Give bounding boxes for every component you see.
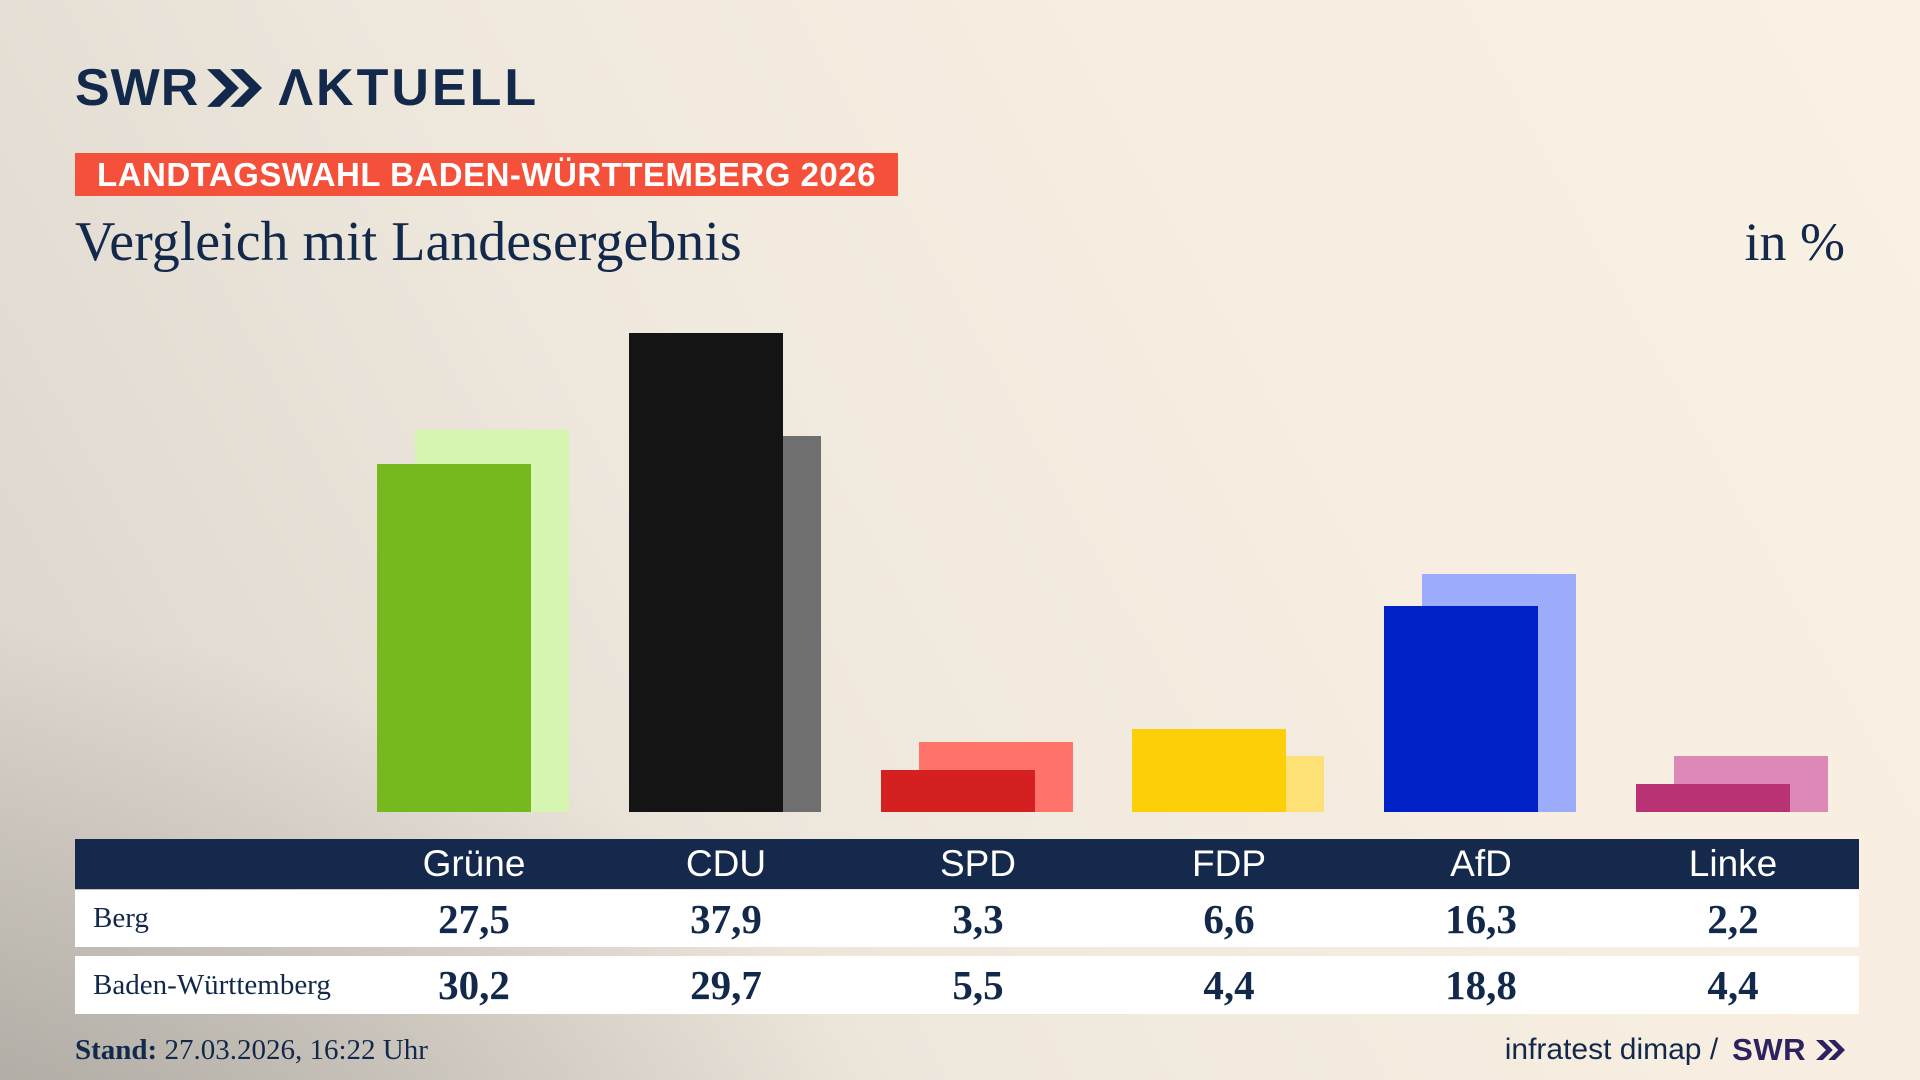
stand-value: 27.03.2026, 16:22 Uhr — [157, 1033, 428, 1066]
value-berg-linke: 2,2 — [1707, 895, 1759, 942]
value-berg-spd: 3,3 — [852, 890, 1104, 947]
value-berg-fdp: 6,6 — [1203, 895, 1255, 942]
bar-berg-linke — [1636, 784, 1790, 812]
bar-berg-afd — [1384, 606, 1538, 812]
bar-berg-spd — [881, 770, 1035, 812]
bar-berg-fdp — [1132, 729, 1286, 812]
table-row-berg: Berg 27,5 37,9 3,3 6,6 16,3 2,2 — [75, 890, 1859, 947]
unit-label: in % — [1744, 212, 1846, 272]
value-berg-grüne: 27,5 — [438, 895, 510, 942]
value-baden-württemberg-fdp: 4,4 — [1203, 962, 1255, 1008]
swr-chevrons-icon — [207, 69, 263, 112]
value-baden-württemberg-grüne: 30,2 — [348, 956, 600, 1014]
party-header-grüne: Grüne — [422, 843, 526, 884]
source-text: infratest dimap / — [1504, 1033, 1719, 1066]
value-baden-württemberg-spd: 5,5 — [952, 962, 1004, 1008]
value-baden-württemberg-grüne: 30,2 — [438, 962, 510, 1008]
value-baden-württemberg-afd: 18,8 — [1355, 956, 1607, 1014]
value-baden-württemberg-cdu: 29,7 — [690, 962, 762, 1008]
swr-aktuell-logo: SWR ΛKTUELL — [75, 62, 539, 114]
party-header-afd: AfD — [1450, 843, 1512, 884]
results-table: Grüne CDU SPD FDP AfD Linke Berg 27,5 37,9 3,3 6,6… — [75, 839, 1859, 1014]
row-label-baden-württemberg: Baden-Württemberg — [93, 968, 331, 1001]
value-baden-württemberg-afd: 18,8 — [1445, 962, 1517, 1008]
bar-berg-grüne — [377, 464, 531, 812]
value-berg-spd: 3,3 — [952, 895, 1004, 942]
swr-logo-text: SWR — [75, 59, 200, 117]
title-row: Vergleich mit Landesergebnis in % — [75, 211, 1846, 274]
value-berg-grüne: 27,5 — [348, 890, 600, 947]
table-row-baden-württemberg: Baden-Württemberg 30,2 29,7 5,5 4,4 18,8 4,4 — [75, 956, 1859, 1014]
table-header-row: Grüne CDU SPD FDP AfD Linke — [75, 839, 1859, 889]
bar-berg-cdu — [629, 333, 783, 812]
timestamp: Stand: 27.03.2026, 16:22 Uhr — [75, 1030, 428, 1070]
value-berg-afd: 16,3 — [1445, 895, 1517, 942]
chart-title: Vergleich mit Landesergebnis — [75, 211, 742, 273]
source-attribution: infratest dimap / SWR — [1505, 1030, 1845, 1070]
party-header-linke: Linke — [1688, 843, 1778, 884]
value-baden-württemberg-linke: 4,4 — [1707, 962, 1759, 1008]
value-baden-württemberg-spd: 5,5 — [852, 956, 1104, 1014]
source-swr-chevrons-icon — [1816, 1034, 1845, 1068]
election-badge: LANDTAGSWAHL BADEN-WÜRTTEMBERG 2026 — [75, 153, 898, 196]
value-baden-württemberg-linke: 4,4 — [1607, 956, 1859, 1014]
stand-label: Stand: — [75, 1033, 158, 1066]
value-berg-cdu: 37,9 — [600, 890, 852, 947]
party-header-spd: SPD — [939, 843, 1017, 884]
value-berg-afd: 16,3 — [1355, 890, 1607, 947]
value-baden-württemberg-fdp: 4,4 — [1103, 956, 1355, 1014]
row-label-berg: Berg — [93, 902, 149, 934]
value-berg-fdp: 6,6 — [1103, 890, 1355, 947]
value-berg-linke: 2,2 — [1607, 890, 1859, 947]
aktuell-logo-text: ΛKTUELL — [278, 59, 540, 117]
party-header-fdp: FDP — [1192, 843, 1266, 884]
source-swr-text: SWR — [1732, 1032, 1806, 1067]
value-baden-württemberg-cdu: 29,7 — [600, 956, 852, 1014]
party-header-cdu: CDU — [685, 843, 767, 884]
value-berg-cdu: 37,9 — [690, 895, 762, 942]
